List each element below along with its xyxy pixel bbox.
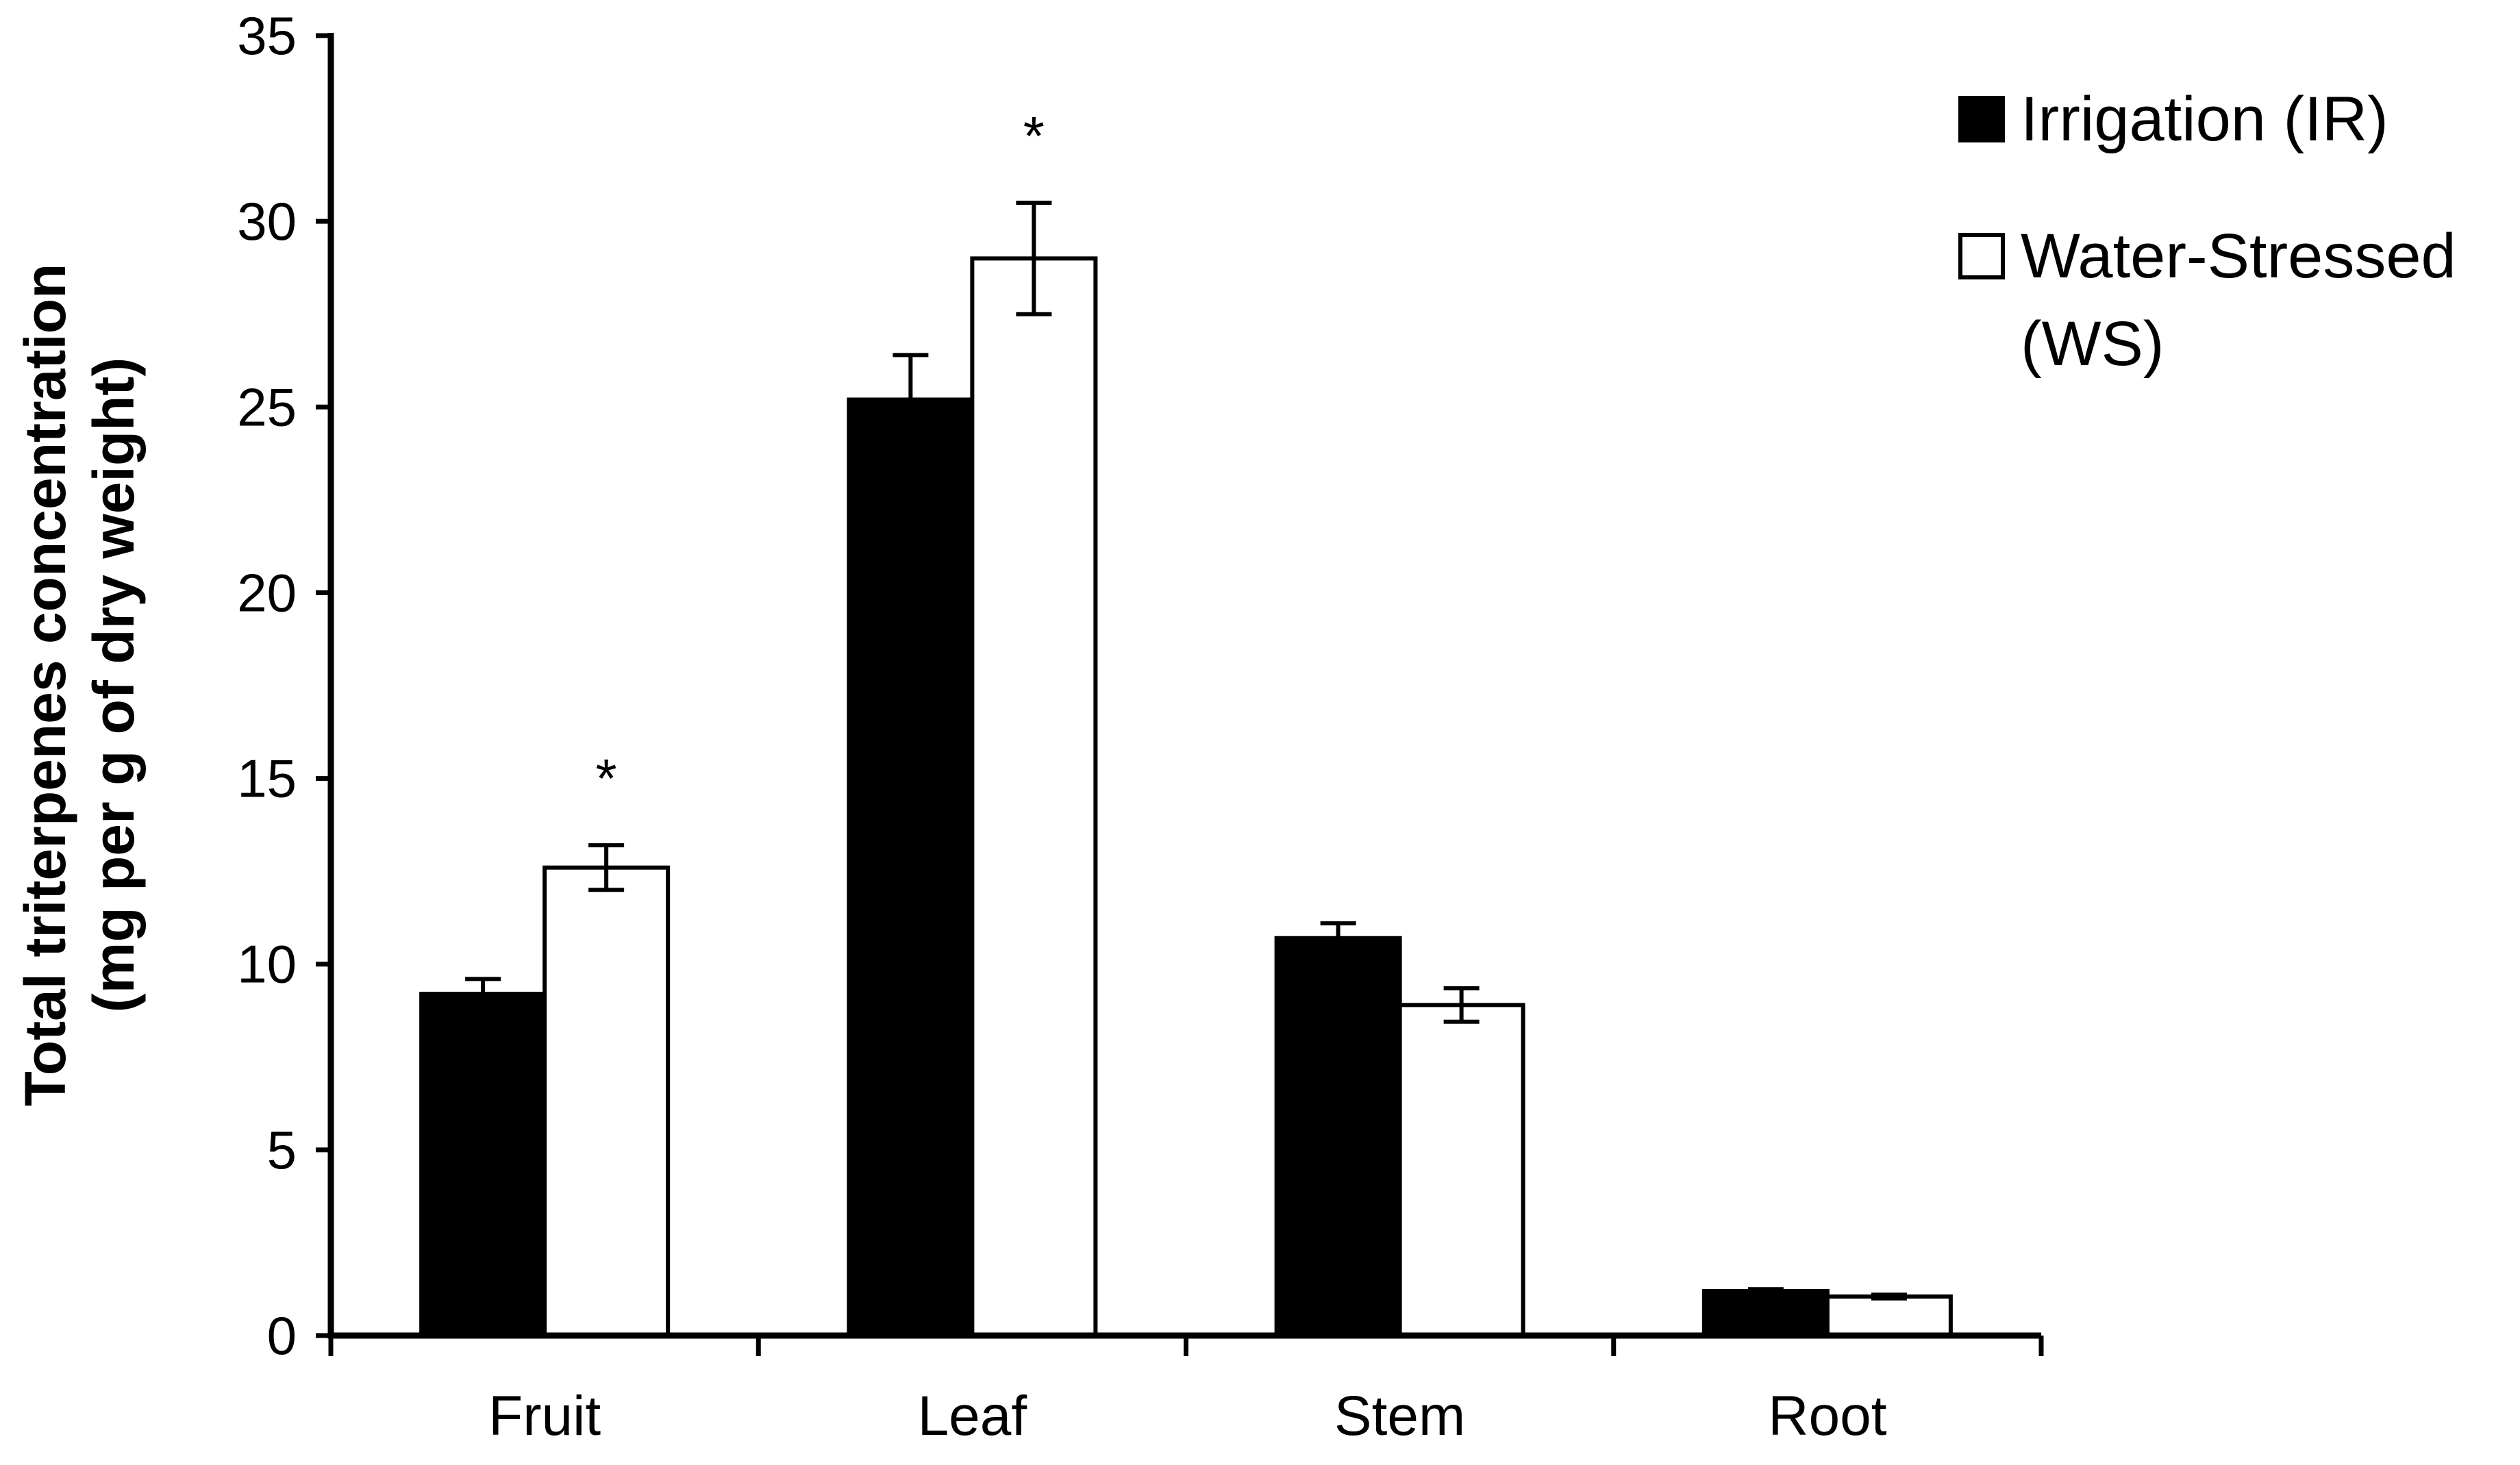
bars	[419, 256, 1953, 1338]
bar-ws-fruit	[542, 865, 671, 1338]
y-ticks: 0 5 10 15 20 25 30 35	[237, 5, 331, 1366]
x-ticks: Fruit Leaf Stem Root	[328, 1336, 2044, 1447]
error-bar-ir-fruit	[465, 977, 501, 1011]
error-bar-ws-fruit	[588, 843, 625, 892]
x-tick-label-root: Root	[1768, 1385, 1886, 1447]
bar-ws-root	[1825, 1294, 1953, 1338]
significance-marker-fruit: *	[596, 748, 617, 809]
y-tick-label: 10	[237, 934, 297, 994]
error-bar-ir-stem	[1320, 921, 1356, 955]
y-tick-label: 5	[267, 1120, 297, 1180]
error-bars	[465, 201, 1907, 1301]
legend-label: Water-Stressed (WS)	[2021, 221, 2456, 379]
x-tick-label-leaf: Leaf	[918, 1385, 1027, 1447]
bar-ir-stem	[1274, 936, 1402, 1338]
legend-swatch	[1958, 233, 2005, 279]
legend-item-ws: Water-Stressed (WS)	[1958, 221, 2456, 379]
y-axis-title-line-1: Total triterpenes concentration	[13, 264, 77, 1107]
y-tick-label: 20	[237, 562, 297, 623]
bar-ir-root	[1701, 1288, 1830, 1338]
legend-item-ir: Irrigation (IR)	[1958, 84, 2388, 154]
y-tick-label: 25	[237, 377, 297, 437]
y-tick-label: 15	[237, 749, 297, 809]
error-bar-ws-stem	[1443, 986, 1480, 1024]
error-bar-ir-root	[1747, 1287, 1784, 1295]
y-tick-label: 30	[237, 191, 297, 251]
legend-swatch	[1958, 96, 2005, 142]
bar-ir-leaf	[847, 397, 975, 1338]
error-bar-ws-root	[1871, 1292, 1907, 1301]
y-axis-title: Total triterpenes concentration (mg per g…	[13, 264, 146, 1107]
bar-ws-stem	[1397, 1003, 1525, 1338]
error-bar-ws-leaf	[1016, 201, 1052, 316]
error-bar-ir-leaf	[893, 353, 929, 447]
bar-ir-fruit	[419, 992, 547, 1338]
y-tick-label: 35	[237, 5, 297, 66]
bar-ws-leaf	[970, 256, 1098, 1338]
y-axis-title-line-2: (mg per g of dry weight)	[82, 358, 146, 1013]
legend-label: Irrigation (IR)	[2021, 84, 2388, 154]
x-tick-label-stem: Stem	[1334, 1385, 1465, 1447]
annotations: **	[596, 105, 1045, 809]
x-tick-label-fruit: Fruit	[488, 1385, 601, 1447]
y-tick-label: 0	[267, 1305, 297, 1366]
legend: Irrigation (IR) Water-Stressed (WS)	[1958, 84, 2456, 379]
significance-marker-leaf: *	[1023, 105, 1045, 166]
